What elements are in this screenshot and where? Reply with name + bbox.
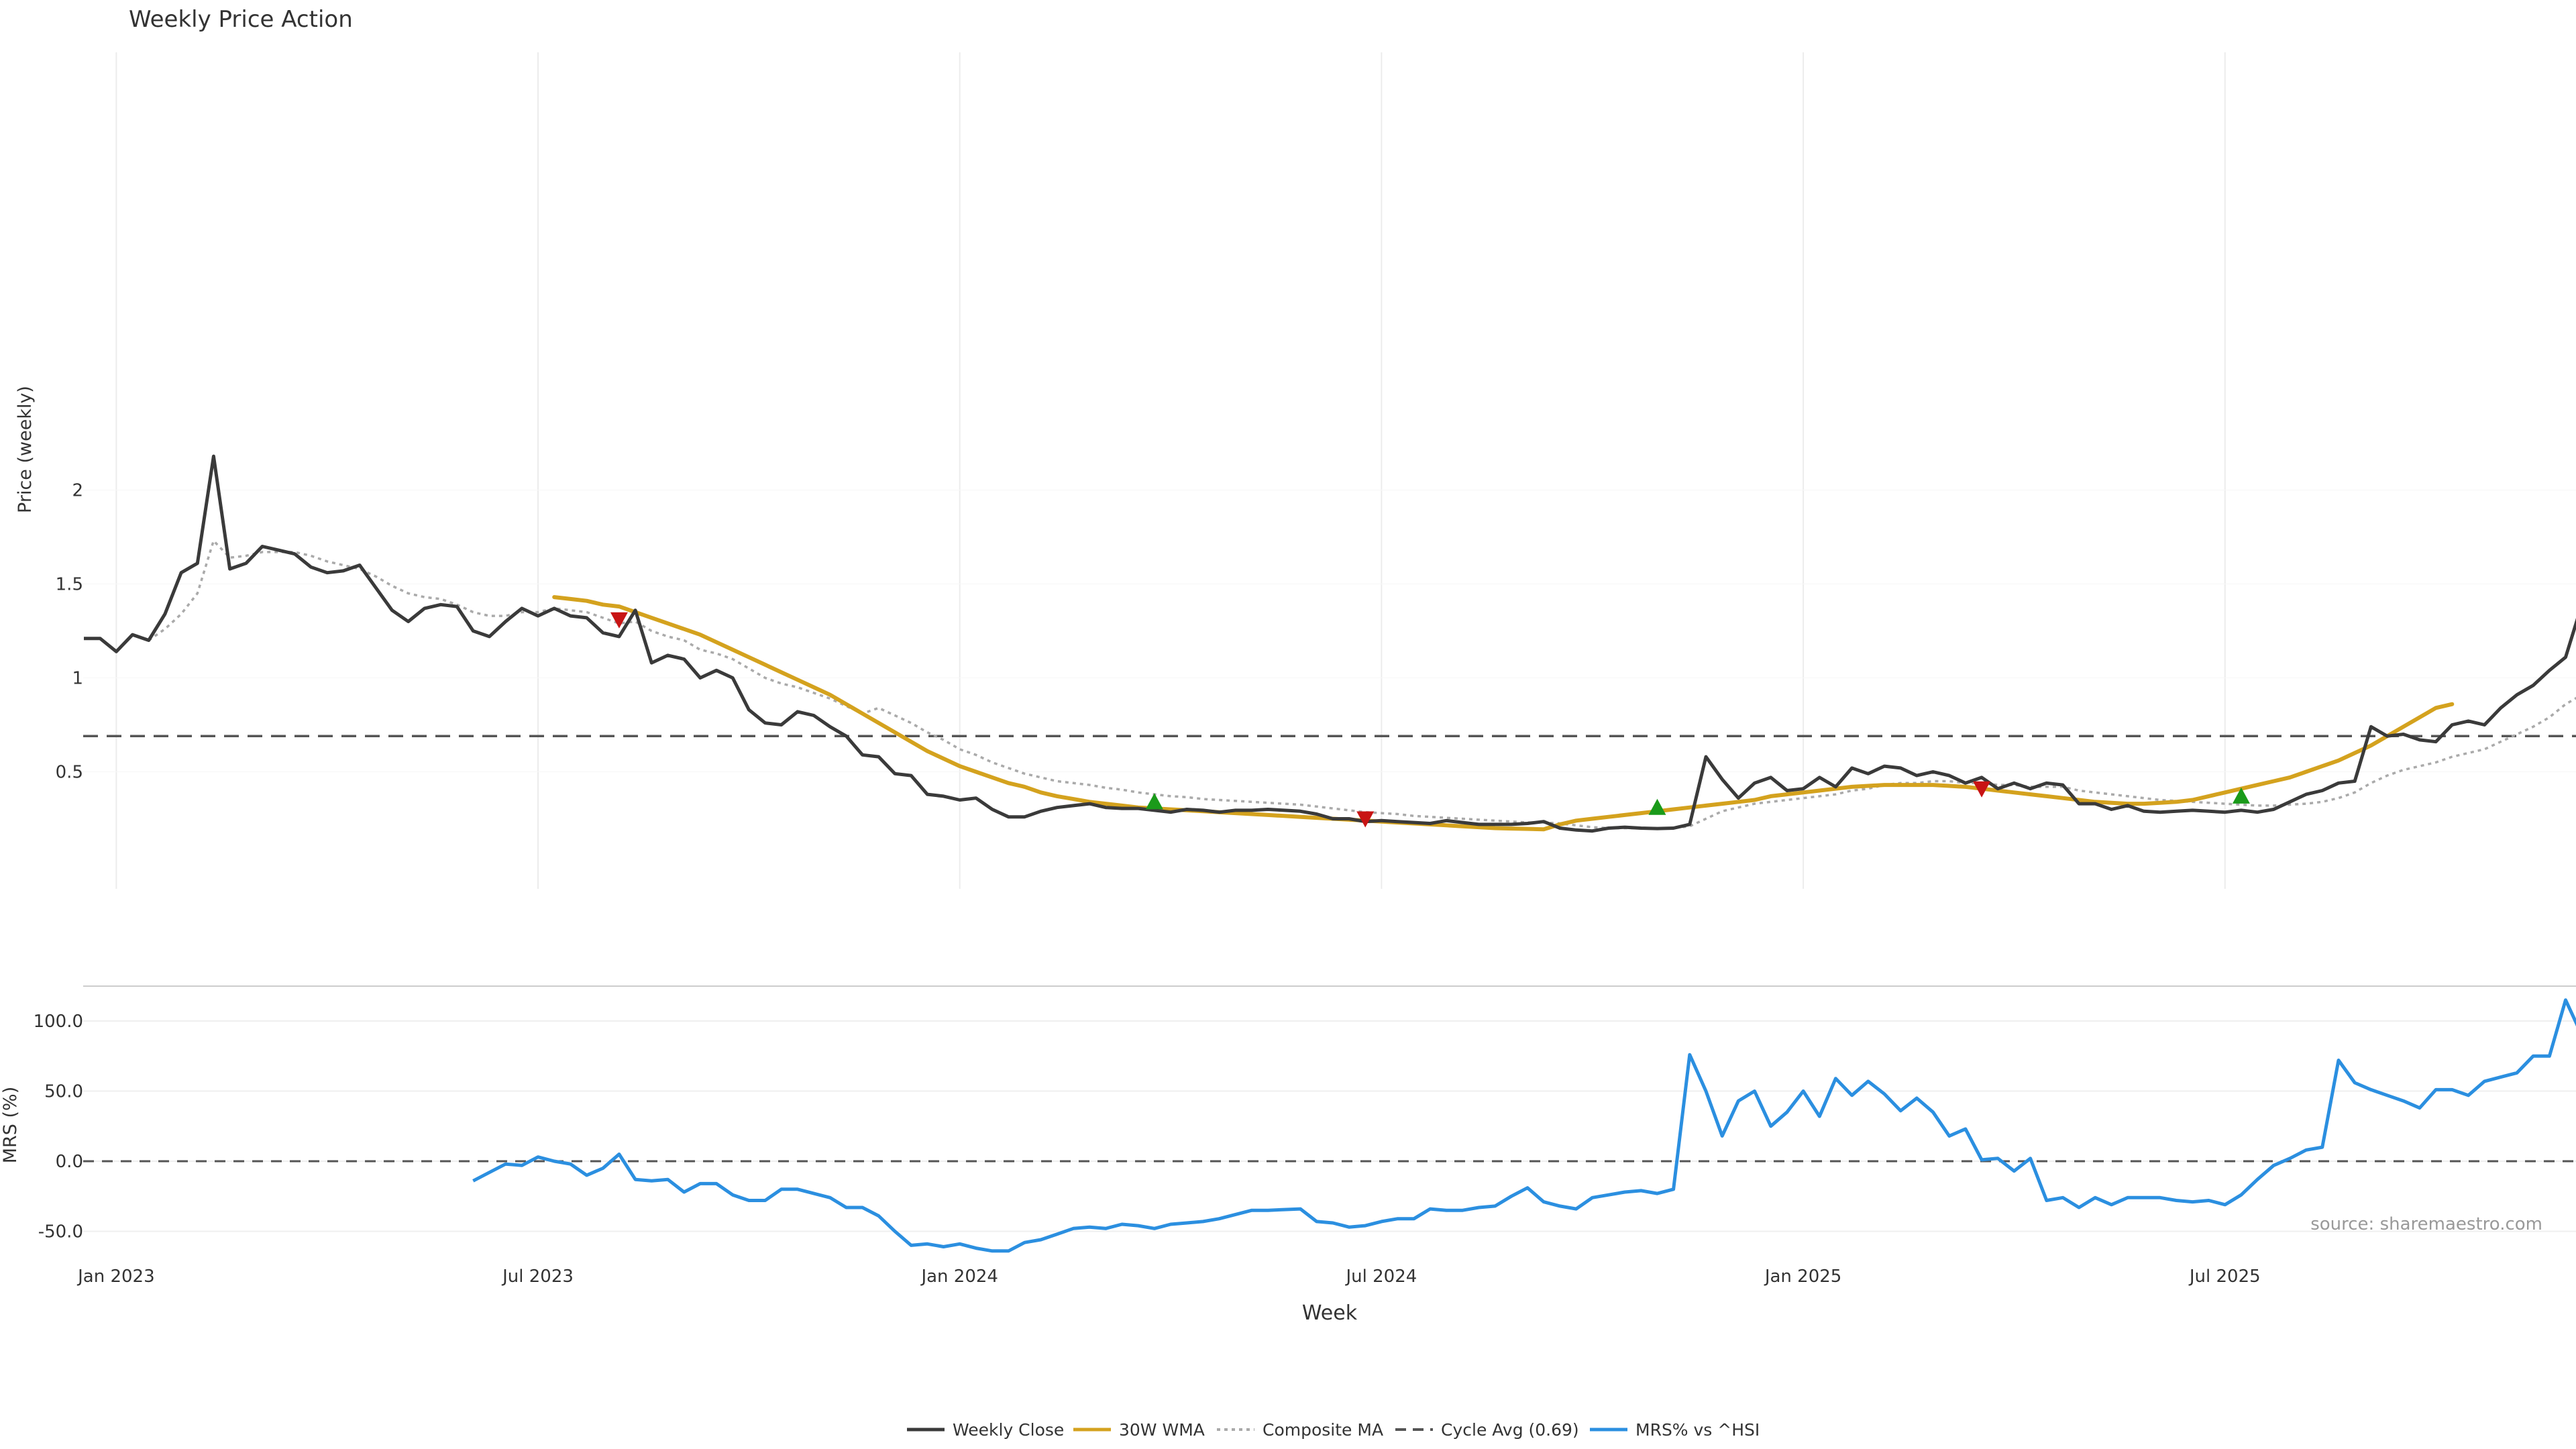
x-tick-label: Jul 2024 xyxy=(1344,1267,1417,1287)
buy-signal-marker xyxy=(1648,798,1666,815)
legend-label: Cycle Avg (0.69) xyxy=(1441,1420,1579,1440)
legend-label: MRS% vs ^HSI xyxy=(1635,1420,1760,1440)
x-tick-label: Jul 2025 xyxy=(2188,1267,2261,1287)
x-ticks: Jan 2023 Jul 2023 Jan 2024 Jul 2024 Jan 2025… xyxy=(76,1267,2261,1287)
legend-label: Composite MA xyxy=(1263,1420,1383,1440)
price-y-tick-label: 2 xyxy=(72,481,83,501)
mrs-series xyxy=(472,998,2576,1253)
mrs-y-tick-label: 0.0 xyxy=(56,1152,83,1172)
price-y-tick-label: 1 xyxy=(72,669,83,689)
price-grid xyxy=(83,52,2576,889)
x-tick-label: Jul 2023 xyxy=(501,1267,574,1287)
buy-signal-marker xyxy=(1145,793,1163,810)
wma30-line xyxy=(552,595,2455,832)
mrs-line xyxy=(472,998,2576,1253)
legend-label: Weekly Close xyxy=(953,1420,1064,1440)
sell-signal-marker xyxy=(1973,781,1991,798)
price-y-tick-label: 0.5 xyxy=(56,763,83,783)
mrs-y-tick-label: 50.0 xyxy=(44,1082,83,1102)
legend-label: 30W WMA xyxy=(1119,1420,1205,1440)
sell-signal-marker xyxy=(1356,811,1375,828)
price-y-ticks: 0.5 1 1.5 2 xyxy=(56,481,83,783)
weekly-close-line xyxy=(84,454,2576,833)
source-annotation: source: sharemaestro.com xyxy=(2310,1214,2542,1234)
mrs-y-ticks: -50.0 0.0 50.0 100.0 xyxy=(34,1012,83,1242)
composite-ma-line xyxy=(148,539,2576,830)
x-axis-label: Week xyxy=(1302,1301,1358,1325)
buy-signal-marker xyxy=(2232,787,2250,804)
price-series xyxy=(84,454,2576,833)
x-tick-label: Jan 2024 xyxy=(920,1267,998,1287)
mrs-y-axis-label: MRS (%) xyxy=(0,1087,21,1164)
signal-markers xyxy=(610,612,2250,828)
chart-title: Weekly Price Action xyxy=(129,6,353,33)
x-tick-label: Jan 2025 xyxy=(1764,1267,1842,1287)
price-y-axis-label: Price (weekly) xyxy=(15,386,36,513)
mrs-y-tick-label: 100.0 xyxy=(34,1012,83,1032)
mrs-y-tick-label: -50.0 xyxy=(38,1222,83,1242)
price-y-tick-label: 1.5 xyxy=(56,575,83,595)
sell-signal-marker xyxy=(610,612,628,629)
legend: Weekly Close 30W WMA Composite MA Cycle Avg… xyxy=(907,1420,1760,1440)
x-tick-label: Jan 2023 xyxy=(76,1267,155,1287)
